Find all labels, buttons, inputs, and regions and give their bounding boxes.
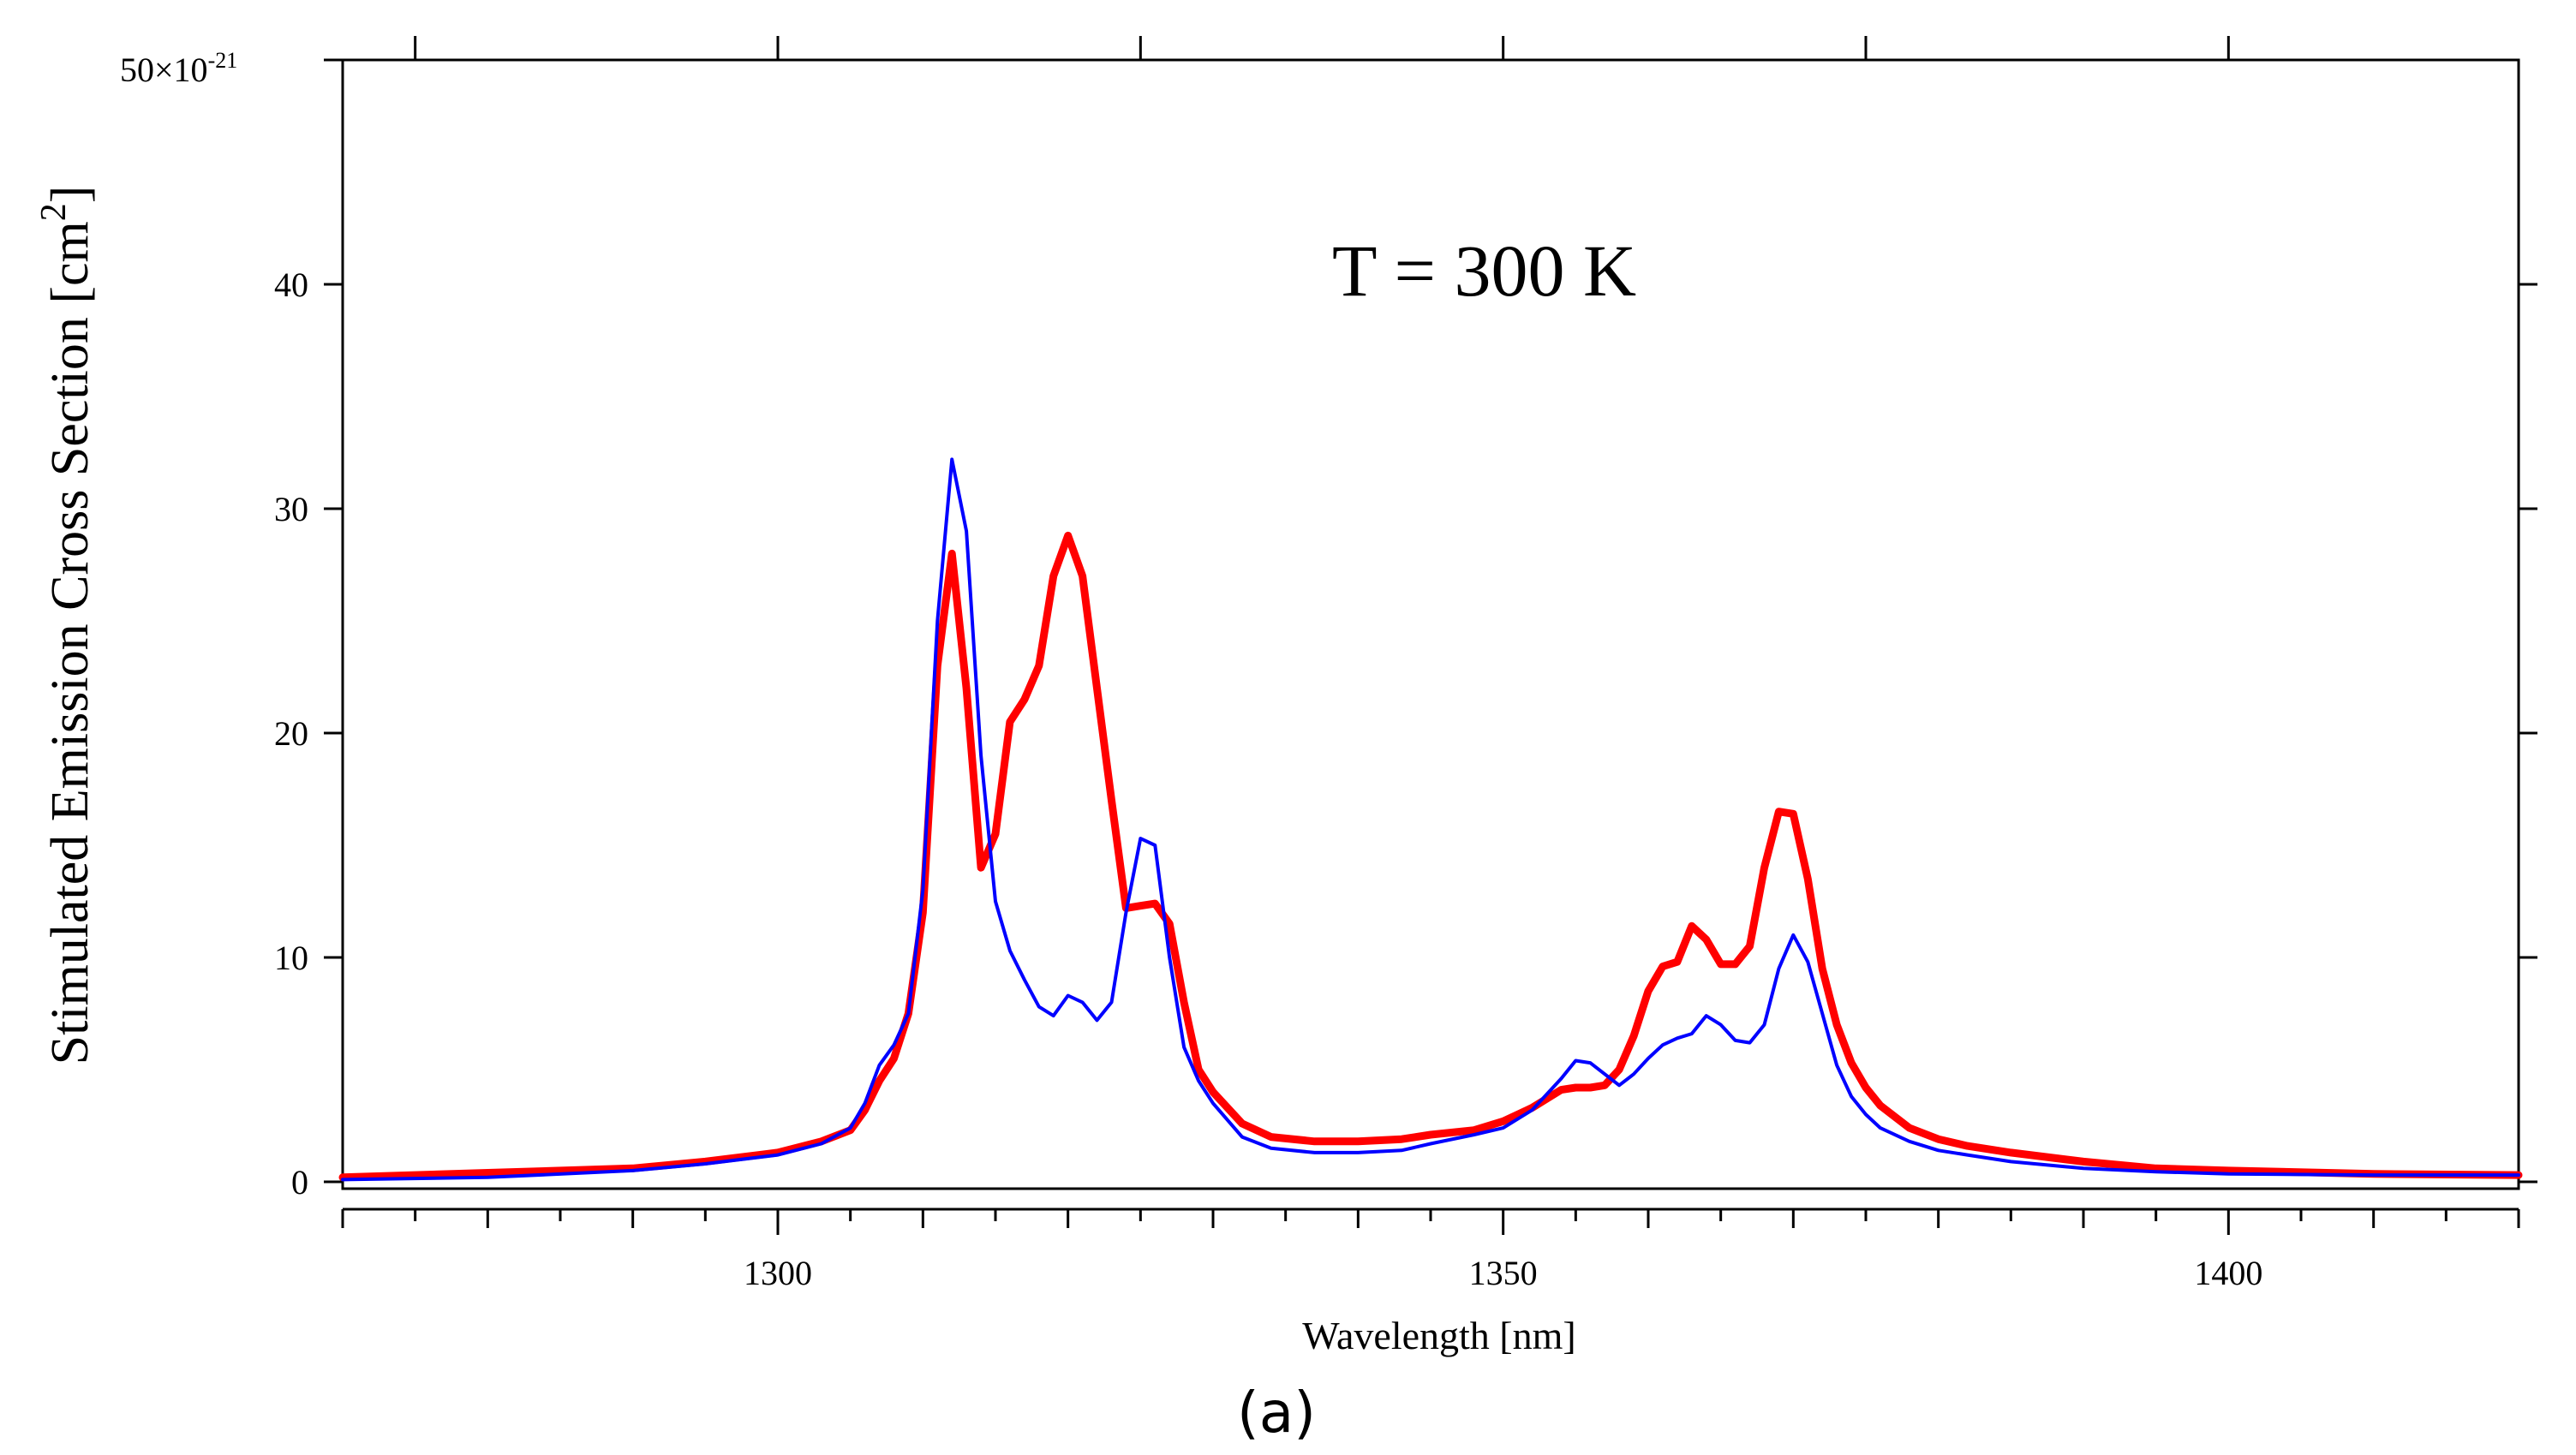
y-axis-title: Stimulated Emission Cross Section [cm2] [34, 186, 99, 1065]
x-tick-label: 1350 [1469, 1254, 1538, 1292]
series-line-blue [341, 457, 2520, 1182]
y-tick-label: 40 [274, 265, 308, 304]
x-axis-title: Wavelength [nm] [1302, 1314, 1575, 1357]
x-tick-label: 1300 [744, 1254, 812, 1292]
y-top-label: 50×10-21 [120, 48, 237, 89]
panel-label: (a) [1237, 1380, 1316, 1446]
series-line-red [338, 531, 2523, 1182]
y-tick-label: 20 [274, 714, 308, 753]
plot-frame [341, 58, 2520, 1190]
y-axis-title-close: ] [41, 186, 99, 204]
y-tick-label: 30 [274, 490, 308, 528]
y-axis-title-superscript: 2 [34, 203, 74, 221]
x-tick-label: 1400 [2194, 1254, 2262, 1292]
y-top-exponent: -21 [208, 48, 238, 73]
y-tick-label: 0 [291, 1163, 308, 1202]
axis-ticks [324, 36, 2537, 1235]
series-lines [338, 457, 2523, 1182]
y-tick-label: 10 [274, 939, 308, 977]
axis-tick-labels: 1300 1350 1400 0 10 20 30 40 [274, 265, 2262, 1292]
annotation-temperature: T = 300 K [1332, 230, 1636, 312]
